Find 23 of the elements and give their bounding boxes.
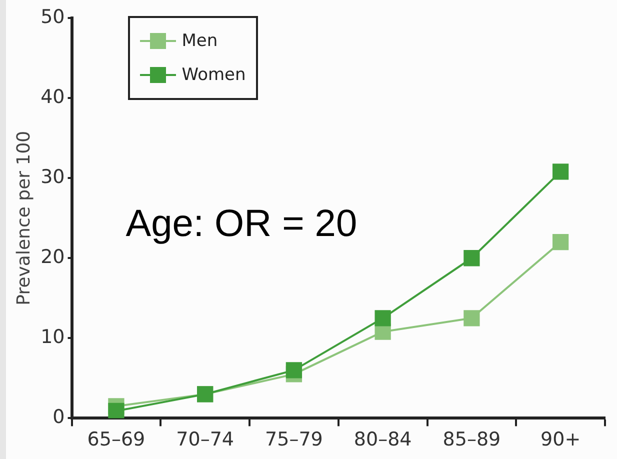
point — [374, 310, 391, 326]
x-tick-label: 80–84 — [354, 428, 412, 451]
x-tick-label: 75–79 — [265, 428, 323, 451]
point — [552, 164, 569, 180]
y-tick-label: 0 — [52, 406, 65, 428]
point — [464, 310, 480, 326]
y-tick-label: 30 — [40, 166, 65, 188]
y-tick-label: 40 — [40, 86, 65, 108]
x-tick-label: 65–69 — [87, 428, 146, 451]
y-axis-title: Prevalence per 100 — [13, 130, 34, 306]
point — [464, 250, 480, 266]
x-tick-label: 85–89 — [442, 428, 501, 451]
y-tick-label: 20 — [40, 246, 65, 268]
point — [108, 402, 124, 418]
legend-label: Women — [182, 65, 246, 85]
legend-label: Men — [182, 31, 218, 51]
x-tick-label: 90+ — [540, 428, 581, 451]
x-tick-label: 70–74 — [176, 428, 234, 451]
y-tick-label: 50 — [40, 6, 65, 28]
y-tick-label: 10 — [40, 326, 65, 348]
annotation: Age: OR = 20 — [126, 203, 358, 245]
point — [552, 234, 569, 250]
point — [286, 362, 302, 378]
